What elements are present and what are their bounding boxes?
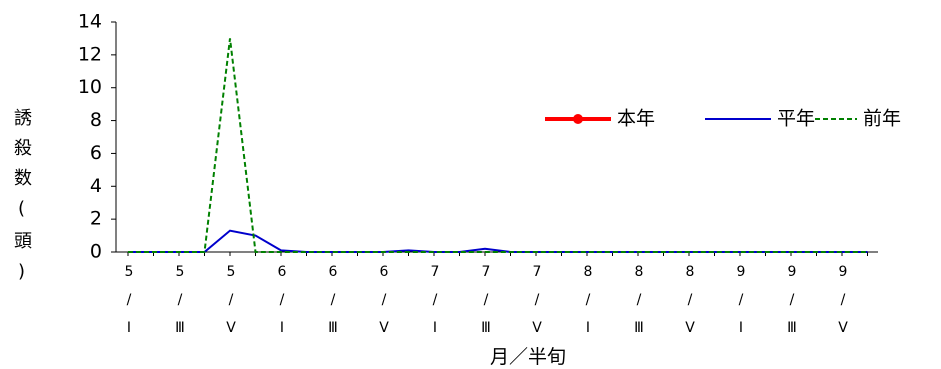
x-tick-label: 7/Ⅰ [427, 264, 443, 348]
x-tick-label: 9/Ⅲ [784, 264, 800, 348]
x-tick-label: 7/Ⅴ [529, 264, 545, 348]
legend-label: 前年 [863, 108, 901, 130]
x-tick-label: 6/Ⅰ [274, 264, 290, 348]
y-axis-label: 誘殺数(頭) [11, 108, 32, 294]
x-tick-label: 7/Ⅲ [478, 264, 494, 348]
y-tick-label: 8 [90, 109, 102, 131]
x-tick-label: 5/Ⅰ [121, 264, 137, 348]
x-tick-label: 9/Ⅰ [733, 264, 749, 348]
y-tick-label: 6 [90, 142, 102, 164]
x-tick-label: 8/Ⅲ [631, 264, 647, 348]
x-tick-label: 6/Ⅲ [325, 264, 341, 348]
y-tick-label: 0 [90, 241, 102, 263]
x-axis-label: 月／半旬 [490, 346, 567, 368]
x-tick-label: 8/Ⅰ [580, 264, 596, 348]
y-tick-label: 10 [78, 76, 102, 98]
legend-label: 本年 [617, 108, 655, 130]
x-tick-label: 8/Ⅴ [682, 264, 698, 348]
legend-label: 平年 [777, 108, 815, 130]
y-tick-label: 2 [90, 208, 102, 230]
y-tick-label: 12 [78, 43, 102, 65]
series-line [128, 38, 868, 253]
x-tick-label: 6/Ⅴ [376, 264, 392, 348]
x-tick-label: 5/Ⅲ [172, 264, 188, 348]
x-tick-label: 5/Ⅴ [223, 264, 239, 348]
series-line [128, 229, 868, 253]
legend-marker [573, 114, 583, 124]
y-tick-label: 4 [90, 175, 102, 197]
x-tick-label: 9/Ⅴ [835, 264, 851, 348]
y-tick-label: 14 [78, 11, 102, 33]
